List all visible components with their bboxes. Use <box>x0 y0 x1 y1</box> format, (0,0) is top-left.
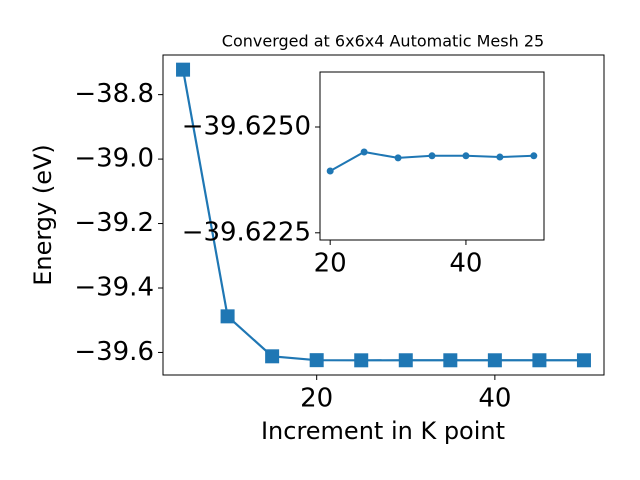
marker <box>398 353 413 368</box>
marker <box>462 152 470 160</box>
marker <box>496 153 504 161</box>
marker <box>220 309 235 324</box>
x-tick-label: 20 <box>300 384 333 414</box>
y-tick-label: −39.6225 <box>182 217 311 247</box>
y-tick-label: −38.8 <box>74 79 154 109</box>
y-axis-label: Energy (eV) <box>29 144 57 286</box>
x-tick-label: 20 <box>314 249 347 279</box>
y-tick-label: −39.6250 <box>182 112 311 142</box>
marker <box>360 148 368 156</box>
chart-title: Converged at 6x6x4 Automatic Mesh 25 <box>222 32 544 51</box>
marker <box>176 62 191 77</box>
x-axis-label: Increment in K point <box>261 417 505 445</box>
x-tick-label: 40 <box>449 249 482 279</box>
marker <box>532 353 547 368</box>
marker <box>576 353 591 368</box>
y-tick-label: −39.2 <box>74 208 154 238</box>
marker <box>265 349 280 364</box>
y-tick-label: −39.4 <box>74 272 154 302</box>
marker <box>530 152 538 160</box>
marker <box>394 154 402 162</box>
marker <box>326 167 334 175</box>
marker <box>443 353 458 368</box>
x-tick-label: 40 <box>478 384 511 414</box>
marker <box>309 353 324 368</box>
marker <box>354 353 369 368</box>
line <box>181 69 584 362</box>
marker <box>428 152 436 160</box>
y-tick-label: −39.0 <box>74 144 154 174</box>
y-tick-label: −39.6 <box>74 337 154 367</box>
marker <box>487 353 502 368</box>
